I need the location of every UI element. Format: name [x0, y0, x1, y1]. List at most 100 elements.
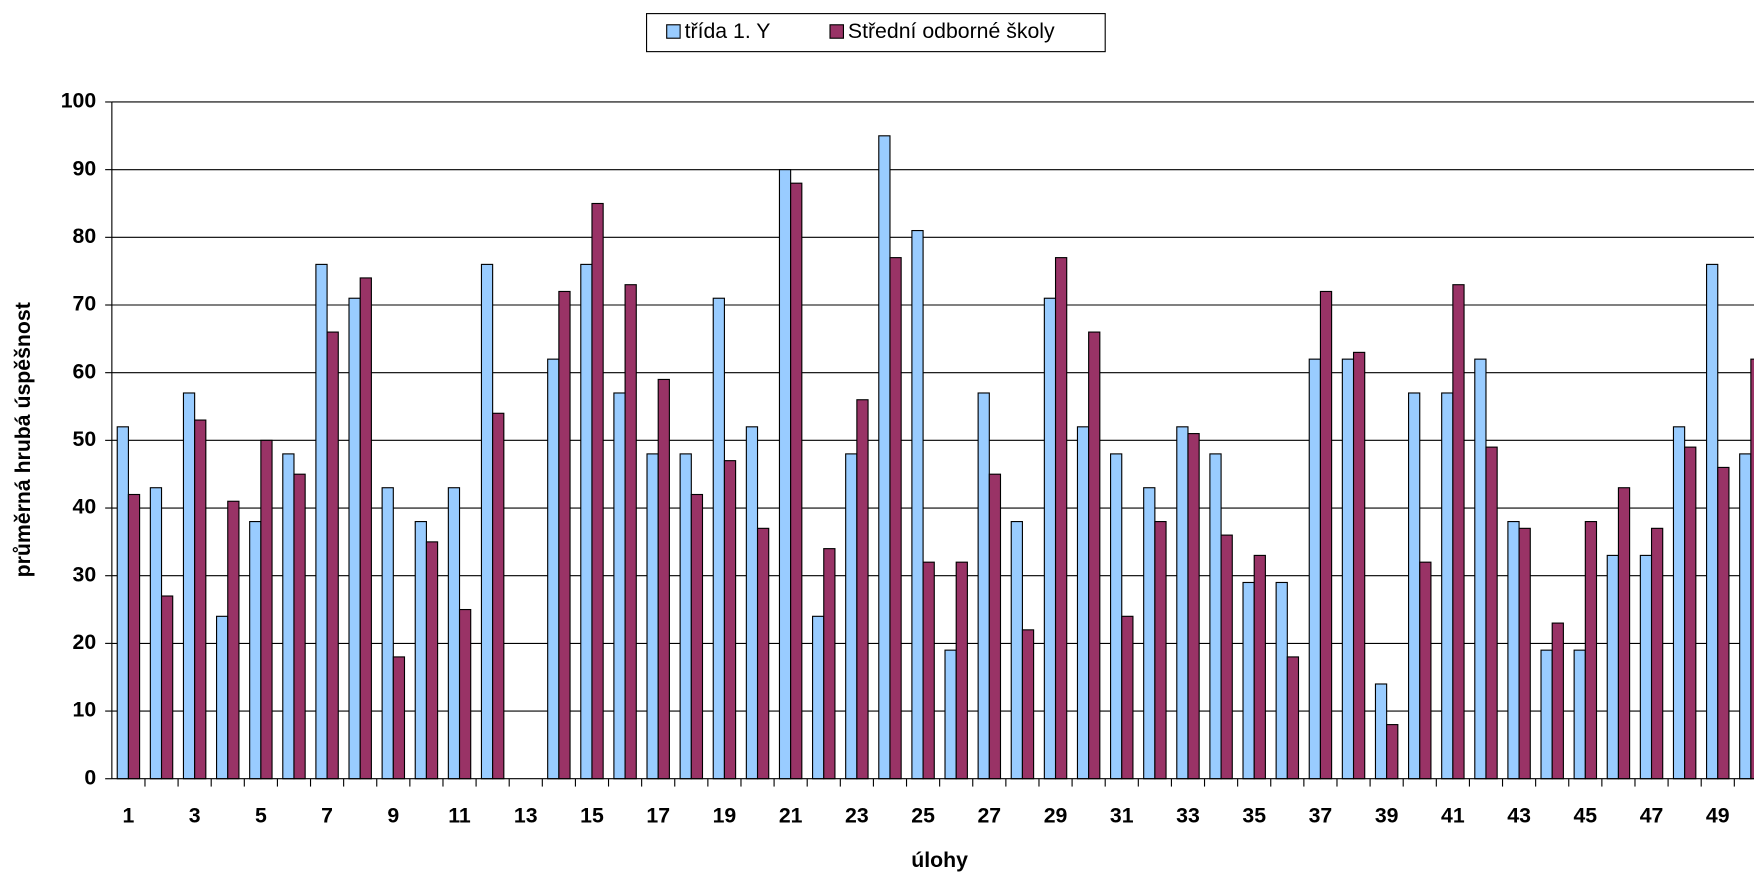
- bar: [845, 453, 858, 780]
- bar: [977, 392, 990, 780]
- bar: [1341, 358, 1355, 780]
- x-tick-label: 15: [580, 803, 604, 827]
- y-tick-label: 30: [73, 562, 97, 586]
- bar: [1088, 331, 1101, 780]
- bar: [1684, 446, 1697, 780]
- bar: [1242, 581, 1255, 780]
- legend-swatch: [829, 24, 845, 39]
- x-tick-label: 37: [1309, 803, 1333, 827]
- bar: [1110, 453, 1123, 780]
- x-tick-label: 7: [321, 803, 333, 827]
- bar: [1010, 521, 1023, 780]
- x-tick-label: 9: [387, 803, 399, 827]
- bar: [1319, 290, 1333, 780]
- bar: [326, 331, 339, 780]
- bar: [127, 493, 141, 780]
- bar: [1021, 629, 1035, 780]
- bar: [392, 656, 406, 780]
- bar: [182, 392, 196, 780]
- bar: [823, 548, 836, 780]
- bar: [1606, 554, 1619, 780]
- bar: [315, 263, 328, 780]
- bar: [1617, 487, 1631, 780]
- bar: [745, 426, 759, 780]
- bar: [480, 263, 494, 780]
- bar: [1573, 649, 1586, 780]
- bar: [1043, 297, 1057, 780]
- y-axis-title: průměrná hrubá úspěšnost: [11, 302, 35, 577]
- bar: [293, 473, 306, 780]
- x-tick-label: 49: [1706, 803, 1730, 827]
- bar: [657, 378, 670, 780]
- legend-swatch: [666, 24, 681, 39]
- x-tick-label: 11: [448, 803, 471, 827]
- y-tick-label: 0: [84, 765, 96, 789]
- bar: [282, 453, 295, 780]
- bar: [381, 487, 394, 780]
- bar: [1507, 521, 1520, 780]
- bar: [911, 229, 924, 780]
- bar: [149, 487, 163, 780]
- bar: [679, 453, 692, 780]
- bar: [1441, 392, 1454, 780]
- bar: [812, 615, 825, 780]
- bar: [756, 527, 770, 780]
- x-tick-label: 1: [123, 803, 135, 827]
- bar: [1209, 453, 1222, 780]
- bar: [160, 595, 174, 780]
- bar: [1253, 554, 1266, 780]
- x-tick-label: 35: [1242, 803, 1266, 827]
- bar: [1352, 351, 1366, 780]
- x-tick-label: 31: [1110, 803, 1134, 827]
- bar: [1551, 622, 1564, 780]
- y-tick-label: 60: [73, 359, 97, 383]
- y-tick-label: 100: [61, 89, 96, 113]
- bar: [624, 284, 637, 780]
- bar: [447, 487, 461, 780]
- bar: [1176, 426, 1189, 780]
- x-tick-label: 39: [1375, 803, 1399, 827]
- bar: [249, 521, 262, 780]
- bar: [944, 649, 957, 780]
- bar: [558, 290, 571, 780]
- y-tick-label: 10: [73, 698, 97, 722]
- bar: [712, 297, 725, 780]
- bar: [690, 493, 704, 780]
- bar: [1750, 358, 1754, 780]
- bar: [1143, 487, 1156, 780]
- bar: [922, 561, 935, 780]
- bar: [1672, 426, 1686, 780]
- bar: [227, 500, 240, 780]
- x-tick-label: 41: [1441, 803, 1465, 827]
- bar: [260, 439, 273, 780]
- x-tick-label: 13: [514, 803, 538, 827]
- x-tick-label: 5: [255, 803, 267, 827]
- bar: [1054, 257, 1068, 780]
- bar: [1474, 358, 1487, 780]
- bar: [1639, 554, 1653, 780]
- bar: [1220, 534, 1233, 780]
- legend-box: [646, 13, 1106, 53]
- bar: [1121, 615, 1134, 780]
- bar: [1286, 656, 1300, 780]
- bar: [1452, 284, 1465, 780]
- bar: [955, 561, 968, 780]
- bar: [1374, 683, 1388, 780]
- bar: [790, 182, 803, 780]
- bar: [194, 419, 207, 780]
- bar: [591, 202, 604, 780]
- x-tick-label: 43: [1507, 803, 1531, 827]
- bar: [878, 135, 891, 780]
- bar: [856, 399, 869, 780]
- x-tick-label: 33: [1176, 803, 1200, 827]
- bar: [1650, 527, 1664, 780]
- x-tick-label: 19: [713, 803, 737, 827]
- bar: [1739, 453, 1752, 780]
- x-tick-label: 23: [845, 803, 869, 827]
- x-tick-label: 17: [646, 803, 670, 827]
- bar: [613, 392, 626, 780]
- legend-label: třída 1. Y: [685, 19, 771, 43]
- x-axis-title: úlohy: [911, 848, 968, 872]
- y-tick-label: 90: [73, 156, 97, 180]
